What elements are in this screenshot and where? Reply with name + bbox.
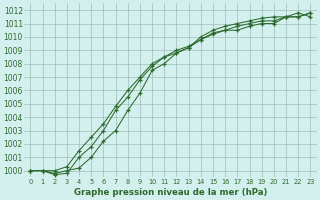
X-axis label: Graphe pression niveau de la mer (hPa): Graphe pression niveau de la mer (hPa): [74, 188, 267, 197]
